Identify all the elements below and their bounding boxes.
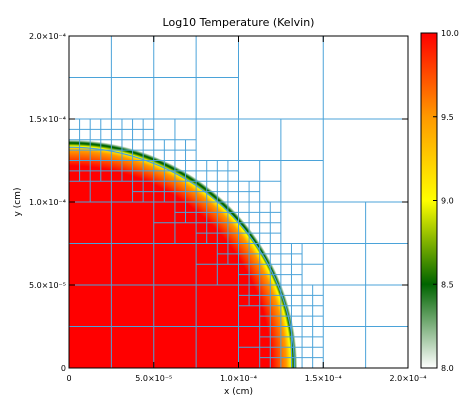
y-tick-label: 0	[61, 364, 66, 373]
colorbar-ticks: 8.0 8.5 9.0 9.5 10.0	[433, 29, 459, 373]
x-tick-label: 1.5×10⁻⁴	[305, 374, 342, 383]
y-tick-label: 5.0×10⁻⁵	[29, 281, 66, 290]
y-tick-label: 2.0×10⁻⁴	[29, 32, 66, 41]
amr-mesh	[69, 36, 408, 368]
colorbar-tick-label: 8.5	[441, 280, 454, 289]
colorbar-tick-label: 8.0	[441, 364, 454, 373]
x-tick-label: 2.0×10⁻⁴	[389, 374, 426, 383]
y-axis-label: y (cm)	[13, 188, 23, 217]
y-tick-label: 1.5×10⁻⁴	[29, 115, 66, 124]
axis-ticks: 0 5.0×10⁻⁵ 1.0×10⁻⁴ 1.5×10⁻⁴ 2.0×10⁻⁴ 0 5.0×10…	[29, 32, 427, 383]
colorbar-tick-label: 10.0	[441, 29, 459, 38]
hot-region-outline	[69, 146, 296, 368]
y-tick-label: 1.0×10⁻⁴	[29, 198, 66, 207]
colorbar-tick-label: 9.0	[441, 197, 454, 206]
x-tick-label: 1.0×10⁻⁴	[220, 374, 257, 383]
chart-title: Log10 Temperature (Kelvin)	[163, 16, 315, 29]
colorbar: 8.0 8.5 9.0 9.5 10.0	[420, 29, 459, 373]
x-tick-label: 0	[66, 374, 71, 383]
x-axis-label: x (cm)	[224, 387, 253, 397]
colorbar-tick-label: 9.5	[441, 113, 454, 122]
x-tick-label: 5.0×10⁻⁵	[135, 374, 172, 383]
